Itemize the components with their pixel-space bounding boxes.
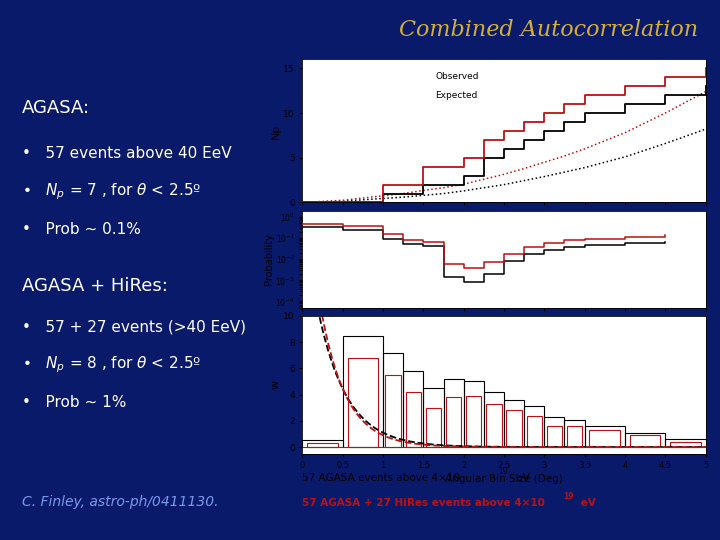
Bar [486,404,502,447]
Bar [625,433,665,447]
Bar [307,443,338,447]
Bar [466,396,482,447]
Text: Combined Autocorrelation: Combined Autocorrelation [400,19,698,41]
Bar [544,417,564,447]
Text: AGASA + HiRes:: AGASA + HiRes: [22,277,168,295]
X-axis label: Angular Bin Size (Deg): Angular Bin Size (Deg) [445,475,563,484]
Y-axis label: Np: Np [271,123,281,139]
Bar [630,435,660,447]
Text: •   $N_p$ = 8 , for $\theta$ < 2.5º: • $N_p$ = 8 , for $\theta$ < 2.5º [22,354,201,375]
Bar [423,388,444,447]
Text: •   $N_p$ = 7 , for $\theta$ < 2.5º: • $N_p$ = 7 , for $\theta$ < 2.5º [22,181,201,202]
Bar [670,442,701,447]
Text: •   57 + 27 events (>40 EeV): • 57 + 27 events (>40 EeV) [22,319,246,334]
Bar [567,426,582,447]
Bar [504,400,524,447]
Text: C. Finley, astro-ph/0411130.: C. Finley, astro-ph/0411130. [22,495,218,509]
Text: •   Prob ~ 1%: • Prob ~ 1% [22,395,126,410]
Bar [546,426,562,447]
Bar [484,392,504,447]
Text: 57 AGASA + 27 HiRes events above 4×10: 57 AGASA + 27 HiRes events above 4×10 [302,498,545,508]
Text: •   Prob ~ 0.1%: • Prob ~ 0.1% [22,222,140,237]
Bar [564,420,585,447]
Bar [348,358,378,447]
Text: •   57 events above 40 EeV: • 57 events above 40 EeV [22,146,231,161]
Bar [302,441,343,447]
Text: eV: eV [577,498,596,508]
Y-axis label: Probability: Probability [264,233,274,285]
Text: 57 AGASA events above 4×10: 57 AGASA events above 4×10 [302,473,460,483]
Text: Observed: Observed [436,72,479,82]
Bar [405,392,421,447]
Text: 19: 19 [563,492,574,501]
Bar [506,410,522,447]
Text: 19: 19 [498,467,508,476]
Bar [426,408,441,447]
Bar [343,335,383,447]
Bar [446,397,462,447]
Bar [464,381,484,447]
Text: AGASA:: AGASA: [22,99,90,117]
Bar [585,426,625,447]
Bar [444,379,464,447]
Bar [383,353,403,447]
Bar [403,371,423,447]
Bar [526,416,542,447]
Bar [524,407,544,447]
Y-axis label: w: w [271,380,281,389]
Bar [590,430,620,447]
Text: Expected: Expected [436,91,478,100]
Bar [665,439,706,447]
Text: eV: eV [513,473,529,483]
Bar [385,375,401,447]
